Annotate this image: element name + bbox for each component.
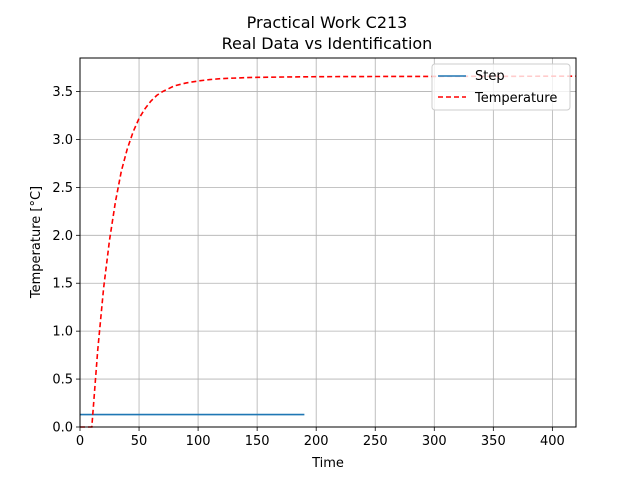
x-tick-label: 100: [186, 434, 211, 449]
grid: [79, 58, 576, 428]
y-tick-label: 2.5: [52, 181, 73, 196]
legend: Step Temperature: [431, 63, 571, 111]
y-axis-label: Temperature [°C]: [29, 186, 44, 299]
x-tick-label: 50: [131, 434, 148, 449]
x-tick-label: 300: [422, 434, 447, 449]
y-tick-label: 3.0: [52, 133, 73, 148]
plot-frame: [79, 57, 577, 428]
y-tick-label: 3.5: [52, 85, 73, 100]
x-tick-label: 400: [540, 434, 565, 449]
legend-label-temperature: Temperature: [474, 91, 557, 106]
legend-box: [431, 63, 571, 111]
y-tick-label: 2.0: [52, 229, 73, 244]
axis-ticks: 0 50 100 150 200 250 300 350 400 0.0 0.5 1.0 1.5 2.0 2…: [52, 85, 564, 449]
y-tick-label: 0.5: [52, 373, 73, 388]
x-axis-label: Time: [311, 456, 344, 471]
y-tick-label: 0.0: [52, 421, 73, 436]
series-line-temperature: [80, 75, 576, 428]
x-tick-label: 200: [304, 434, 329, 449]
y-tick-label: 1.0: [52, 325, 73, 340]
legend-label-step: Step: [475, 69, 505, 84]
x-tick-label: 350: [481, 434, 506, 449]
chart-title: Practical Work C213: [247, 13, 408, 32]
y-tick-label: 1.5: [52, 277, 73, 292]
x-tick-label: 0: [76, 434, 84, 449]
series-layer: [80, 75, 576, 428]
chart-subtitle: Real Data vs Identification: [222, 34, 433, 53]
x-tick-label: 250: [363, 434, 388, 449]
x-tick-label: 150: [245, 434, 270, 449]
